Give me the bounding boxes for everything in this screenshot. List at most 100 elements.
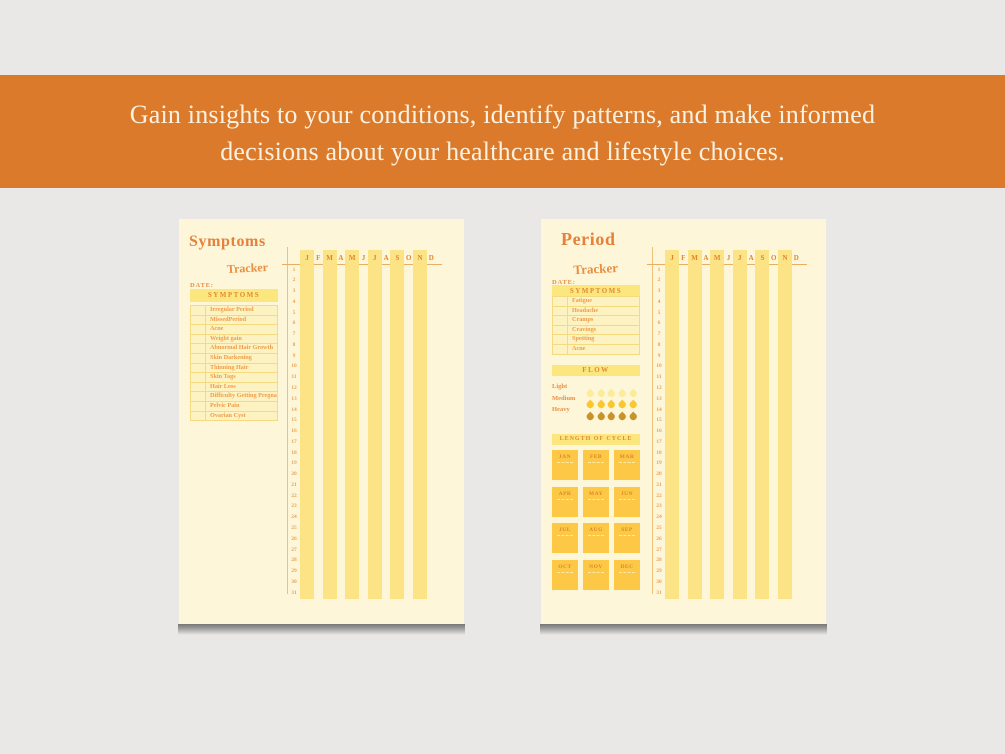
cycle-month-box[interactable]: FEB bbox=[583, 450, 609, 480]
month-letter: O bbox=[405, 254, 412, 262]
day-number: 22 bbox=[656, 492, 662, 499]
day-number: 16 bbox=[656, 428, 662, 435]
symptom-checkbox[interactable] bbox=[553, 316, 568, 325]
cycle-month-box[interactable]: JAN bbox=[552, 450, 578, 480]
symptom-label: Acne bbox=[572, 344, 586, 352]
month-column-bar bbox=[367, 250, 382, 599]
page-subtitle: Tracker bbox=[573, 259, 619, 278]
cycle-month-box[interactable]: JUL bbox=[552, 523, 578, 553]
month-letter: A bbox=[748, 254, 754, 262]
day-number: 13 bbox=[656, 395, 662, 402]
cycle-month-box[interactable]: OCT bbox=[552, 559, 578, 590]
symptom-label: Fatigue bbox=[572, 297, 592, 304]
cycle-month-label: JUN bbox=[620, 490, 634, 497]
month-letter: S bbox=[395, 254, 400, 262]
symptom-label: Headache bbox=[572, 306, 599, 314]
droplet-icon[interactable] bbox=[585, 411, 595, 421]
symptom-checkbox[interactable] bbox=[191, 373, 206, 382]
chart-axis-line bbox=[287, 247, 288, 594]
month-letter: A bbox=[383, 254, 389, 262]
symptom-checkbox[interactable] bbox=[191, 411, 206, 421]
month-letter: J bbox=[726, 254, 731, 262]
cycle-month-box[interactable]: AUG bbox=[583, 523, 609, 553]
symptom-checkbox[interactable] bbox=[191, 306, 206, 315]
cycle-fill-in-line bbox=[588, 571, 604, 573]
symptom-checkbox[interactable] bbox=[553, 297, 568, 306]
droplet-icon[interactable] bbox=[596, 411, 606, 421]
day-number: 7 bbox=[292, 331, 296, 338]
cycle-month-label: JUL bbox=[559, 527, 571, 533]
symptom-row: Spotting bbox=[552, 334, 640, 345]
month-letter: J bbox=[738, 254, 742, 262]
cycle-month-label: AUG bbox=[589, 527, 603, 533]
day-number: 30 bbox=[656, 578, 662, 585]
day-number: 15 bbox=[656, 417, 662, 424]
symptom-row: Skin Tags bbox=[190, 372, 278, 383]
symptom-checkbox[interactable] bbox=[553, 306, 568, 316]
symptom-checkbox[interactable] bbox=[191, 401, 206, 411]
flow-level-row: Light bbox=[552, 383, 640, 398]
symptom-checkbox[interactable] bbox=[191, 325, 206, 334]
month-letter: N bbox=[782, 254, 788, 262]
flow-level-label: Medium bbox=[552, 394, 576, 402]
month-column-bar bbox=[322, 250, 337, 599]
symptom-row: Headache bbox=[552, 305, 640, 317]
day-number: 20 bbox=[656, 471, 662, 478]
cycle-month-label: JAN bbox=[558, 454, 572, 460]
day-number: 5 bbox=[657, 309, 661, 316]
cycle-month-box[interactable]: DEC bbox=[614, 559, 640, 590]
date-field[interactable]: DATE: bbox=[190, 282, 214, 289]
flow-drops bbox=[585, 406, 640, 424]
symptom-checkbox[interactable] bbox=[191, 392, 206, 401]
symptom-checkbox[interactable] bbox=[191, 334, 206, 344]
day-number: 12 bbox=[656, 384, 662, 391]
symptom-label: Hair Loss bbox=[210, 382, 236, 390]
symptom-row: Skin Darkening bbox=[190, 352, 278, 364]
symptom-label: Weight gain bbox=[210, 334, 242, 342]
date-field[interactable]: DATE: bbox=[552, 279, 576, 286]
symptom-checkbox[interactable] bbox=[191, 353, 206, 363]
month-letter: J bbox=[670, 254, 674, 262]
symptom-label: Skin Tags bbox=[210, 373, 236, 381]
symptom-checkbox[interactable] bbox=[553, 335, 568, 344]
banner-line-2: decisions about your healthcare and life… bbox=[220, 137, 785, 166]
droplet-icon[interactable] bbox=[617, 411, 627, 421]
day-number: 27 bbox=[656, 546, 662, 553]
cycle-fill-in-line bbox=[619, 571, 635, 573]
day-number: 11 bbox=[291, 374, 297, 381]
cycle-month-box[interactable]: APR bbox=[552, 486, 578, 517]
symptom-checkbox[interactable] bbox=[191, 382, 206, 392]
banner: Gain insights to your conditions, identi… bbox=[0, 75, 1005, 188]
droplet-icon[interactable] bbox=[628, 411, 638, 421]
symptom-label: Acne bbox=[210, 325, 224, 333]
cycle-month-box[interactable]: NOV bbox=[583, 559, 609, 590]
symptom-row: Difficulty Getting Pregnant bbox=[190, 391, 278, 402]
day-number: 23 bbox=[291, 503, 297, 510]
cycle-month-box[interactable]: JUN bbox=[614, 486, 640, 517]
day-number: 26 bbox=[291, 535, 297, 542]
symptoms-tracker-page: Symptoms Tracker DATE: SYMPTOMS Irregula… bbox=[179, 219, 464, 624]
symptom-checkbox[interactable] bbox=[191, 344, 206, 353]
symptom-checkbox[interactable] bbox=[553, 325, 568, 335]
symptom-checkbox[interactable] bbox=[191, 315, 206, 325]
flow-level-label: Heavy bbox=[552, 406, 570, 414]
cycle-month-box[interactable]: MAY bbox=[583, 486, 609, 517]
day-number: 18 bbox=[291, 449, 297, 456]
day-number: 31 bbox=[291, 589, 297, 596]
month-column-bar bbox=[300, 250, 314, 599]
symptom-checkbox[interactable] bbox=[553, 344, 568, 354]
cycle-month-box[interactable]: SEP bbox=[614, 523, 640, 553]
cycle-month-box[interactable]: MAR bbox=[614, 450, 640, 480]
month-column-bar bbox=[710, 250, 725, 599]
day-number: 30 bbox=[291, 578, 297, 585]
day-number: 9 bbox=[657, 352, 661, 359]
month-column-bar bbox=[345, 250, 360, 599]
cycle-fill-in-line bbox=[557, 535, 573, 536]
month-letter: F bbox=[681, 254, 686, 262]
symptom-label: Irregular Period bbox=[210, 306, 254, 313]
period-tracker-page: Period Tracker DATE: SYMPTOMS Fatigue Hea… bbox=[541, 219, 826, 624]
symptom-checkbox[interactable] bbox=[191, 363, 206, 373]
droplet-icon[interactable] bbox=[607, 411, 617, 421]
symptom-label: Skin Darkening bbox=[210, 353, 252, 361]
